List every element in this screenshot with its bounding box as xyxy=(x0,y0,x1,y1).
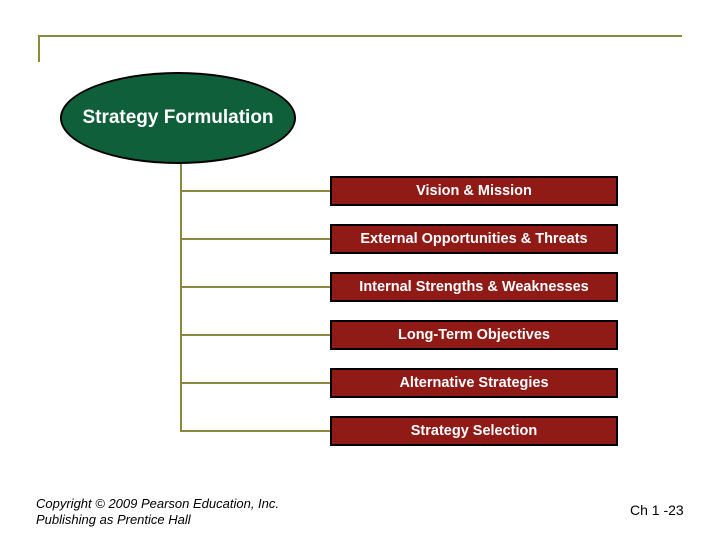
connector-branch xyxy=(180,430,330,432)
child-box-label: Internal Strengths & Weaknesses xyxy=(359,279,588,295)
child-box-label: Alternative Strategies xyxy=(399,375,548,391)
child-box: Alternative Strategies xyxy=(330,368,618,398)
copyright-line2: Publishing as Prentice Hall xyxy=(36,512,191,527)
child-box: Strategy Selection xyxy=(330,416,618,446)
child-box-label: External Opportunities & Threats xyxy=(360,231,587,247)
copyright-text: Copyright © 2009 Pearson Education, Inc.… xyxy=(36,496,279,529)
root-node-ellipse: Strategy Formulation xyxy=(60,72,296,164)
page-reference: Ch 1 -23 xyxy=(630,502,684,518)
child-box-label: Vision & Mission xyxy=(416,183,532,199)
connector-branch xyxy=(180,238,330,240)
connector-branch xyxy=(180,334,330,336)
copyright-line1: Copyright © 2009 Pearson Education, Inc. xyxy=(36,496,279,511)
connector-branch xyxy=(180,190,330,192)
connector-branch xyxy=(180,382,330,384)
connector-branch xyxy=(180,286,330,288)
root-node-label: Strategy Formulation xyxy=(82,107,273,129)
child-box: Long-Term Objectives xyxy=(330,320,618,350)
connector-trunk xyxy=(180,164,182,432)
frame-left xyxy=(38,35,40,62)
child-box: External Opportunities & Threats xyxy=(330,224,618,254)
child-box: Vision & Mission xyxy=(330,176,618,206)
child-box-label: Long-Term Objectives xyxy=(398,327,550,343)
frame-top xyxy=(38,35,682,37)
child-box-label: Strategy Selection xyxy=(411,423,538,439)
child-box: Internal Strengths & Weaknesses xyxy=(330,272,618,302)
